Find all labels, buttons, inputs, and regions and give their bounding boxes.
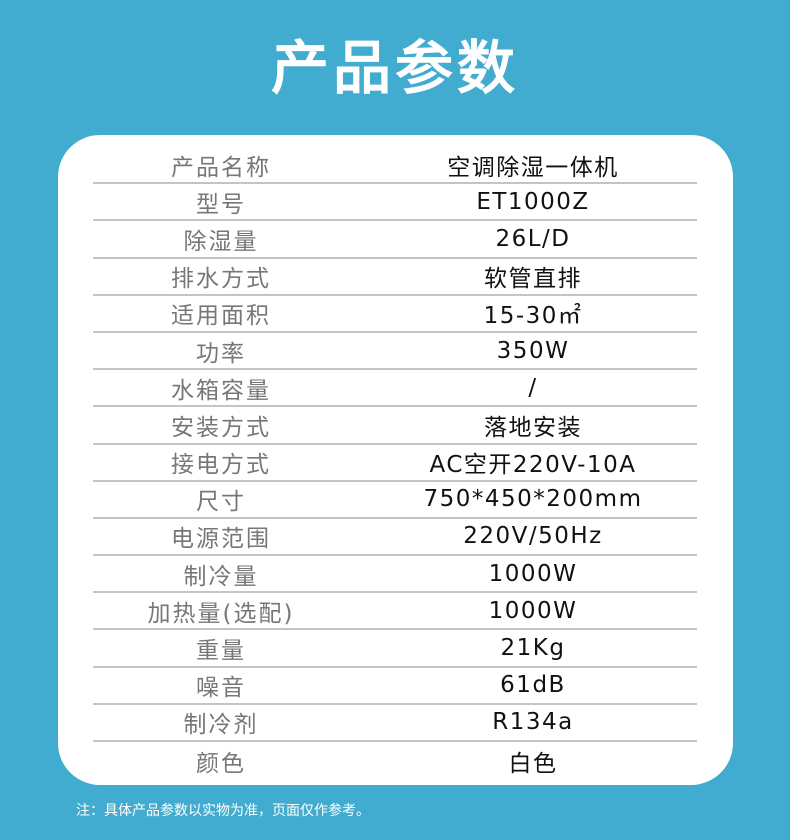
- spec-value: 350W: [496, 337, 570, 364]
- spec-label: 适用面积: [171, 303, 271, 330]
- spec-label: 制冷量: [183, 563, 259, 590]
- spec-row: 水箱容量 /: [93, 370, 697, 408]
- spec-label: 产品名称: [171, 154, 271, 181]
- spec-label: 重量: [196, 638, 246, 665]
- spec-label: 颜色: [196, 750, 246, 777]
- spec-value: 落地安装: [484, 414, 582, 441]
- spec-label: 安装方式: [171, 414, 271, 441]
- spec-row: 制冷量 1000W: [93, 556, 697, 594]
- spec-value: 空调除湿一体机: [447, 154, 619, 181]
- spec-value: R134a: [492, 709, 574, 736]
- page-title: 产品参数: [270, 34, 519, 102]
- spec-row: 安装方式 落地安装: [93, 407, 697, 445]
- spec-value: 26L/D: [495, 225, 571, 252]
- spec-value: /: [528, 374, 538, 401]
- spec-card: 产品名称 空调除湿一体机型号 ET1000Z 除湿量 26L/D 排水方式 软管直排适用面积…: [58, 135, 733, 785]
- spec-row: 颜色 白色: [93, 742, 697, 779]
- spec-label: 型号: [196, 191, 246, 218]
- spec-value: AC空开220V-10A: [429, 452, 637, 479]
- spec-value: 白色: [508, 750, 558, 777]
- spec-row: 尺寸 750*450*200mm: [93, 482, 697, 519]
- spec-row: 除湿量 26L/D: [93, 221, 697, 259]
- spec-label: 电源范围: [171, 526, 271, 553]
- spec-value: 61dB: [500, 672, 566, 699]
- spec-row: 接电方式 AC空开220V-10A: [93, 445, 697, 482]
- spec-value: ET1000Z: [476, 188, 590, 215]
- spec-row: 电源范围 220V/50Hz: [93, 519, 697, 557]
- spec-value: 21Kg: [500, 635, 566, 662]
- spec-label: 除湿量: [183, 228, 259, 255]
- spec-row: 加热量(选配) 1000W: [93, 593, 697, 631]
- spec-row: 产品名称 空调除湿一体机: [93, 147, 697, 185]
- spec-value: 1000W: [488, 597, 578, 624]
- spec-label: 水箱容量: [171, 377, 271, 404]
- spec-value: 750*450*200mm: [423, 486, 643, 513]
- spec-label: 排水方式: [171, 266, 271, 293]
- spec-row: 型号 ET1000Z: [93, 184, 697, 222]
- spec-row: 重量 21Kg: [93, 630, 697, 668]
- spec-row: 噪音 61dB: [93, 668, 697, 705]
- spec-value: 1000W: [488, 560, 578, 587]
- spec-row: 排水方式 软管直排: [93, 259, 697, 296]
- spec-label: 功率: [196, 340, 246, 367]
- spec-table: 产品名称 空调除湿一体机型号 ET1000Z 除湿量 26L/D 排水方式 软管直排适用面积…: [93, 147, 697, 779]
- spec-label: 尺寸: [196, 489, 246, 516]
- spec-row: 制冷剂 R134a: [93, 705, 697, 742]
- spec-row: 功率 350W: [93, 333, 697, 371]
- spec-label: 噪音: [196, 675, 246, 702]
- spec-value: 软管直排: [484, 266, 582, 293]
- spec-value: 220V/50Hz: [463, 523, 603, 550]
- spec-row: 适用面积 15-30㎡: [93, 296, 697, 333]
- spec-label: 加热量(选配): [147, 600, 295, 627]
- spec-label: 制冷剂: [183, 712, 259, 739]
- spec-value: 15-30㎡: [483, 303, 583, 330]
- disclaimer-note: 注：具体产品参数以实物为准，页面仅作参考。: [76, 803, 370, 819]
- spec-label: 接电方式: [171, 452, 271, 479]
